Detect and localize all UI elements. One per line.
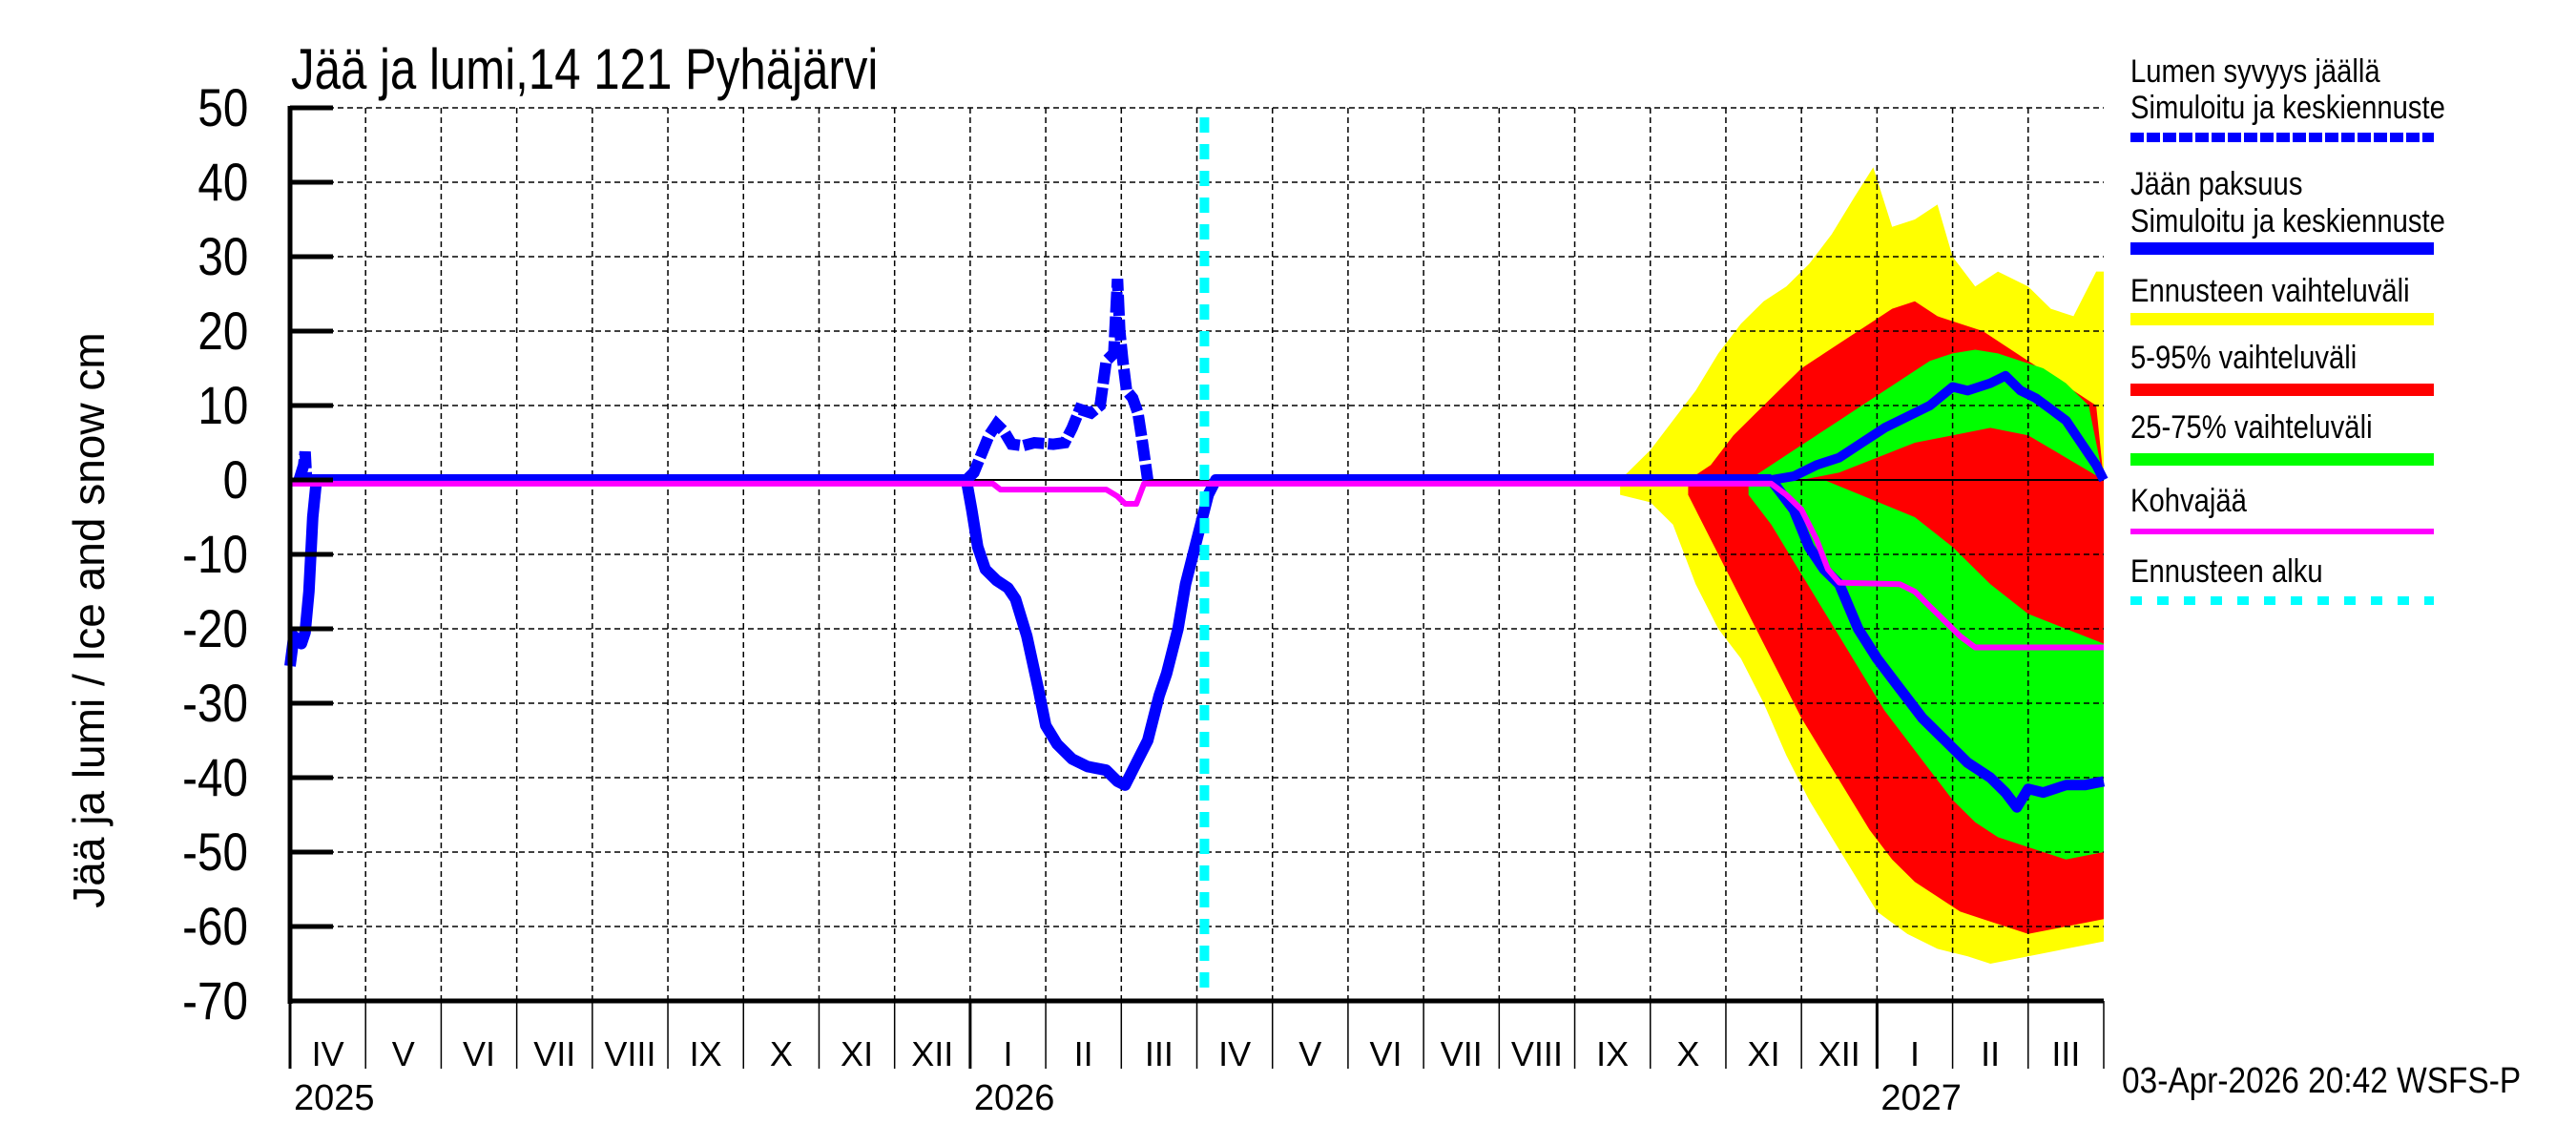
legend-slush-swatch [2130,529,2434,534]
legend-range-all: Ennusteen vaihteluväli [2130,273,2410,309]
y-tick-label: 30 [197,226,248,286]
chart-title: Jää ja lumi,14 121 Pyhäjärvi [291,37,879,101]
legend-snow-title: Lumen syvyys jäällä [2130,53,2380,90]
x-month-label: VIII [604,1034,656,1073]
y-tick-label: -10 [182,524,248,584]
x-month-label: VIII [1510,1034,1563,1073]
x-month-label: VI [463,1034,496,1073]
band-inner-ice [1823,480,2104,644]
y-tick-label: -70 [182,970,248,1030]
legend-range-5-95-swatch [2130,384,2434,396]
y-tick-label: -40 [182,747,248,807]
x-month-label: V [1298,1034,1322,1073]
x-month-label: X [769,1034,793,1073]
legend-ice-swatch [2130,242,2434,255]
y-axis-label: Jää ja lumi / Ice and snow cm [64,332,114,908]
x-month-label: X [1676,1034,1700,1073]
legend-range-25-75: 25-75% vaihteluväli [2130,409,2373,446]
forecast-bands [1620,167,2104,964]
y-tick-label: -20 [182,598,248,658]
legend-range-all-swatch [2130,313,2434,325]
legend-ice-sub: Simuloitu ja keskiennuste [2130,203,2445,239]
ice-thickness-line [284,474,1772,791]
legend-ice-title: Jään paksuus [2130,166,2303,202]
legend-snow-swatch [2130,133,2434,142]
x-month-label: IX [689,1034,722,1073]
snow-depth-line [293,279,1153,486]
y-tick-label: 10 [197,375,248,435]
x-month-label: III [2051,1034,2081,1073]
y-tick-label: 40 [197,152,248,212]
legend-forecast-start-swatch [2130,596,2434,605]
x-month-label: IV [1218,1034,1252,1073]
y-tick-label: -60 [182,896,248,956]
x-month-label: IV [311,1034,344,1073]
x-month-label: VII [1440,1034,1483,1073]
x-month-label: VI [1369,1034,1402,1073]
ice-forecast-line [1767,476,2106,813]
y-tick-label: -50 [182,822,248,882]
x-year-label: 2026 [973,1078,1055,1118]
y-tick-label: 0 [222,449,248,510]
legend-slush: Kohvajää [2130,483,2247,519]
legend-snow-sub: Simuloitu ja keskiennuste [2130,90,2445,126]
x-month-label: IX [1596,1034,1630,1073]
legend-forecast-start: Ennusteen alku [2130,553,2323,590]
x-month-label: XI [1747,1034,1780,1073]
x-month-label: V [391,1034,415,1073]
y-tick-label: 20 [197,301,248,361]
y-tick-label: 50 [197,77,248,137]
slush-ice-line [290,480,2104,651]
axes [287,105,2105,1069]
x-month-label: XI [841,1034,874,1073]
timestamp: 03-Apr-2026 20:42 WSFS-P [2122,1061,2522,1101]
x-month-label: I [1003,1034,1013,1073]
x-month-label: I [1909,1034,1920,1073]
snow-forecast-line [1770,370,2109,485]
x-year-label: 2027 [1880,1078,1962,1118]
x-month-label: VII [533,1034,576,1073]
x-month-label: II [1981,1034,2001,1073]
y-tick-label: -30 [182,673,248,733]
x-month-label: XII [1818,1034,1860,1073]
x-month-label: II [1073,1034,1093,1073]
x-month-label: XII [911,1034,954,1073]
x-year-label: 2025 [294,1078,375,1118]
legend-range-25-75-swatch [2130,453,2434,466]
x-month-label: III [1144,1034,1174,1073]
legend-range-5-95: 5-95% vaihteluväli [2130,340,2358,376]
data-series [284,117,2109,1001]
grid-lines [290,107,2104,1001]
